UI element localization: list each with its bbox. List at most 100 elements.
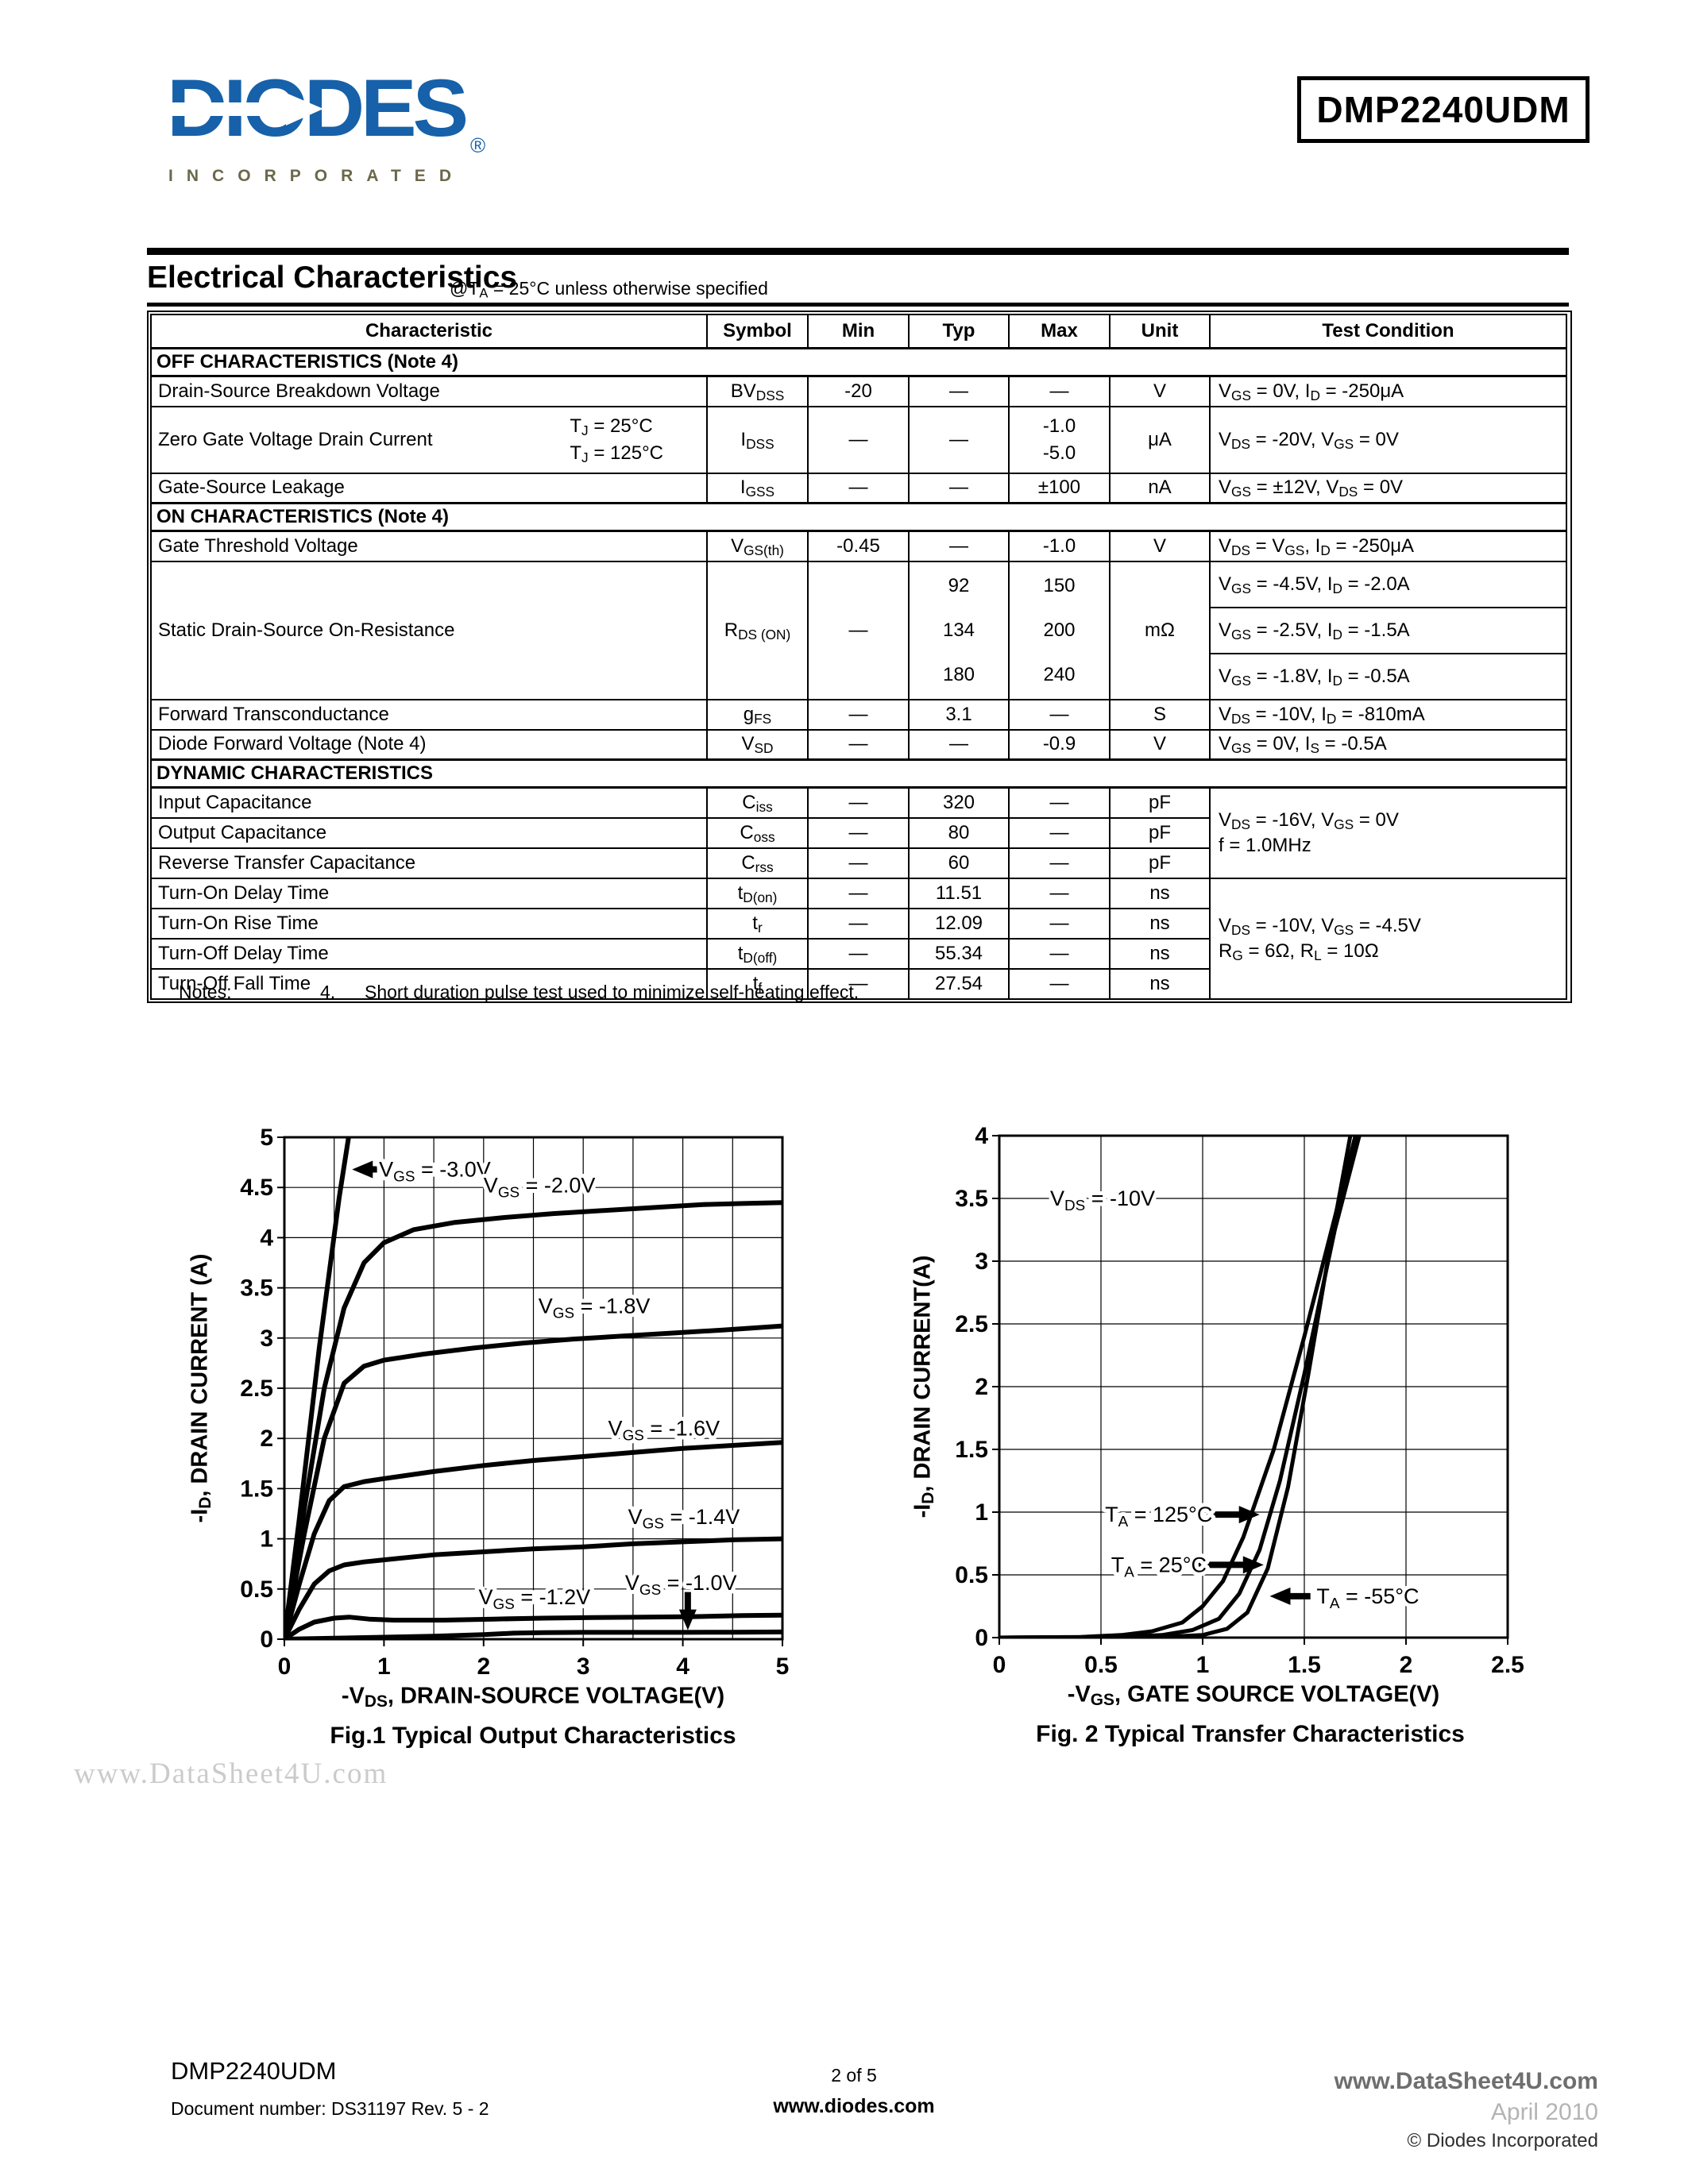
y-tick-label: 1 <box>260 1526 273 1553</box>
footer-copyright: © Diodes Incorporated <box>1407 2130 1598 2151</box>
cell: ns <box>1109 877 1211 909</box>
data-curve <box>284 1200 782 1639</box>
y-tick-label: 2.5 <box>955 1311 988 1337</box>
cell: ±100 <box>1008 472 1111 504</box>
cell: 150 200 240 <box>1008 560 1111 700</box>
row-tdon: Turn-On Delay Time tD(on) — 11.51 — ns V… <box>150 877 1567 1000</box>
max-value: -5.0 <box>1042 442 1076 464</box>
x-tick-label: 2 <box>1400 1652 1413 1678</box>
curve-label: VDS = -10V <box>1050 1187 1155 1214</box>
cell: 11.51 <box>908 877 1010 909</box>
cell: — <box>1008 907 1111 940</box>
cell: Turn-Off Fall Time <box>150 967 708 1000</box>
curve-label: VGS = -1.0V <box>625 1571 737 1599</box>
cell: Unit <box>1109 314 1211 349</box>
tj-condition: TJ = 25°C <box>570 415 653 438</box>
page-subtitle: @TA = 25°C unless otherwise specified <box>450 278 768 301</box>
cell: Turn-On Rise Time <box>150 907 708 940</box>
section-row-off: OFF CHARACTERISTICS (Note 4) <box>150 347 1567 377</box>
cell: — <box>807 907 910 940</box>
y-tick-label: 0.5 <box>955 1562 988 1588</box>
x-tick-label: 1.5 <box>1288 1652 1321 1678</box>
cell: Crss <box>706 847 809 879</box>
curve-label: VGS = -3.0V <box>379 1157 491 1185</box>
fig1-y-axis-title: -ID, DRAIN CURRENT (A) <box>187 1253 215 1523</box>
x-tick-label: 0 <box>278 1653 292 1680</box>
y-tick-label: 3 <box>260 1325 273 1352</box>
cell: ns <box>1109 937 1211 970</box>
cell: — <box>1008 967 1111 1000</box>
cell: BVDSS <box>706 375 809 407</box>
cell: VDS = -16V, VGS = 0V f = 1.0MHz <box>1209 786 1567 879</box>
cell: — <box>807 405 910 474</box>
cell: VGS = 0V, ID = -250μA <box>1209 375 1567 407</box>
cell: VGS = -4.5V, ID = -2.0A <box>1209 560 1567 608</box>
row-vgsth: Gate Threshold Voltage VGS(th) -0.45 — -… <box>150 530 1567 562</box>
cell: Test Condition <box>1209 314 1567 349</box>
logo-arrow-icon <box>286 93 323 125</box>
data-curve <box>284 1536 782 1639</box>
x-tick-label: 0 <box>993 1652 1006 1678</box>
row-idss: Zero Gate Voltage Drain Current TJ = 25°… <box>150 405 1567 474</box>
cell: — <box>1008 937 1111 970</box>
cell: Zero Gate Voltage Drain Current TJ = 25°… <box>150 405 708 474</box>
y-tick-label: 1.5 <box>955 1437 988 1463</box>
cell: pF <box>1109 847 1211 879</box>
x-tick-label: 1 <box>377 1653 391 1680</box>
cell: Static Drain-Source On-Resistance <box>150 560 708 700</box>
cell: 80 <box>908 816 1010 849</box>
fig2-y-axis-title: -ID, DRAIN CURRENT(A) <box>910 1255 938 1518</box>
cell: Symbol <box>706 314 809 349</box>
annotation-arrow-head <box>678 1609 697 1630</box>
row-tdoff: Turn-Off Delay Time tD(off) — 55.34 — ns <box>150 937 1566 970</box>
cell: Drain-Source Breakdown Voltage <box>150 375 708 407</box>
cell: tr <box>706 907 809 940</box>
curves-group <box>284 1137 782 1639</box>
cell: — <box>807 816 910 849</box>
cell: -20 <box>807 375 910 407</box>
annotation-arrow-head <box>352 1160 373 1179</box>
cell: V <box>1109 728 1211 761</box>
cell: Reverse Transfer Capacitance <box>150 847 708 879</box>
cell: — <box>908 405 1010 474</box>
cell: — <box>1008 877 1111 909</box>
x-tick-label: 2.5 <box>1491 1652 1524 1678</box>
typ-value: 92 <box>948 574 970 596</box>
note-number: 4. <box>320 982 336 1002</box>
cell: — <box>807 728 910 761</box>
cell: OFF CHARACTERISTICS (Note 4) <box>150 347 1567 377</box>
data-curve <box>284 1440 782 1639</box>
y-tick-label: 4 <box>975 1123 988 1149</box>
cell: — <box>807 786 910 819</box>
x-tick-label: 5 <box>776 1653 790 1680</box>
cell: VDS = -20V, VGS = 0V <box>1209 405 1567 474</box>
cell: RDS (ON) <box>706 560 809 700</box>
curve-label: VGS = -1.6V <box>608 1417 720 1445</box>
cell: 12.09 <box>908 907 1010 940</box>
y-tick-label: 2.5 <box>240 1376 273 1402</box>
electrical-characteristics-table: Characteristic Symbol Min Typ Max Unit T… <box>147 311 1572 1003</box>
cell: VGS = -1.8V, ID = -0.5A <box>1209 652 1567 700</box>
max-value: 200 <box>1043 619 1076 641</box>
cell: — <box>807 698 910 731</box>
cell: — <box>908 530 1010 562</box>
cell: Input Capacitance <box>150 786 708 819</box>
table-header-row: Characteristic Symbol Min Typ Max Unit T… <box>150 314 1567 349</box>
cell: Gate Threshold Voltage <box>150 530 708 562</box>
y-tick-label: 1.5 <box>240 1476 273 1502</box>
cell: — <box>1008 847 1111 879</box>
row-vsd: Diode Forward Voltage (Note 4) VSD — — -… <box>150 728 1567 761</box>
cell: — <box>1008 698 1111 731</box>
y-tick-label: 3.5 <box>240 1275 273 1302</box>
cell: VGS = 0V, IS = -0.5A <box>1209 728 1567 761</box>
notes: Notes: 4. Short duration pulse test used… <box>179 982 859 1003</box>
note-text: Short duration pulse test used to minimi… <box>365 982 859 1002</box>
part-number: DMP2240UDM <box>1316 89 1570 130</box>
cell: Characteristic <box>150 314 708 349</box>
cell: Turn-Off Delay Time <box>150 937 708 970</box>
diodes-logo: DIODES ® INCORPORATED <box>167 63 485 185</box>
cell: IGSS <box>706 472 809 504</box>
row-rdson: Static Drain-Source On-Resistance RDS (O… <box>150 560 1567 700</box>
y-tick-label: 2 <box>260 1426 273 1452</box>
tj-condition: TJ = 125°C <box>570 442 663 465</box>
